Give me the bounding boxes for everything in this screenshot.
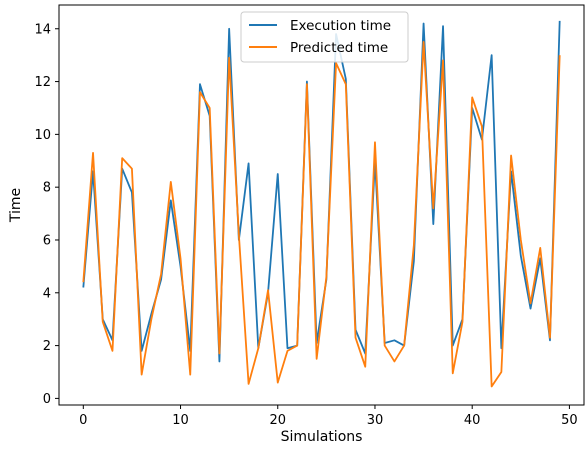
y-tick-label: 4 [43, 286, 51, 301]
x-tick-label: 50 [561, 413, 578, 428]
x-axis-ticks: 0 10 20 30 40 50 [79, 405, 578, 428]
x-tick-label: 20 [269, 413, 286, 428]
legend-box [240, 11, 409, 63]
y-axis-ticks: 0 2 4 6 8 10 12 14 [34, 22, 59, 407]
x-tick-label: 10 [172, 413, 189, 428]
y-tick-label: 8 [43, 181, 51, 196]
x-tick-label: 30 [367, 413, 384, 428]
plot-area [82, 20, 561, 388]
x-tick-label: 40 [464, 413, 481, 428]
y-axis-label: Time [8, 188, 24, 223]
y-tick-label: 2 [43, 339, 51, 354]
plot-frame [58, 4, 585, 406]
legend: Execution time Predicted time [240, 11, 409, 63]
y-tick-label: 6 [43, 233, 51, 248]
legend-label-execution-time: Execution time [290, 18, 391, 34]
legend-label-predicted-time: Predicted time [290, 40, 388, 56]
y-tick-label: 14 [34, 22, 51, 37]
axes [58, 4, 585, 406]
y-tick-label: 10 [34, 128, 51, 143]
series-line-predicted-time [82, 41, 561, 388]
y-tick-label: 0 [43, 392, 51, 407]
x-tick-label: 0 [79, 413, 87, 428]
x-axis-label: Simulations [281, 429, 363, 445]
y-tick-label: 12 [34, 75, 51, 90]
